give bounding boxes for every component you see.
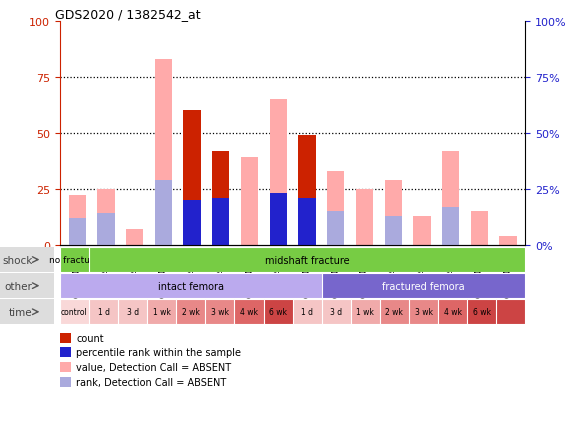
Bar <box>97 189 115 245</box>
Text: 6 wk: 6 wk <box>473 308 490 316</box>
FancyBboxPatch shape <box>60 273 321 299</box>
Bar <box>183 201 201 245</box>
Text: 1 wk: 1 wk <box>356 308 374 316</box>
Bar <box>183 111 201 245</box>
Text: intact femora: intact femora <box>158 281 224 291</box>
FancyBboxPatch shape <box>60 247 89 273</box>
FancyBboxPatch shape <box>321 299 351 325</box>
Bar <box>471 212 488 245</box>
Bar <box>59 348 71 358</box>
FancyBboxPatch shape <box>89 247 525 273</box>
Bar <box>299 136 316 245</box>
FancyBboxPatch shape <box>118 299 147 325</box>
Text: shock: shock <box>2 255 33 265</box>
Bar <box>155 181 172 245</box>
FancyBboxPatch shape <box>409 299 438 325</box>
Bar <box>270 100 287 245</box>
Bar <box>212 151 230 245</box>
Bar <box>270 196 287 245</box>
Bar <box>384 181 402 245</box>
FancyBboxPatch shape <box>60 299 89 325</box>
Text: 2 wk: 2 wk <box>182 308 200 316</box>
Bar <box>327 171 344 245</box>
Text: midshaft fracture: midshaft fracture <box>265 255 349 265</box>
Text: time: time <box>9 307 33 317</box>
FancyBboxPatch shape <box>0 273 54 299</box>
Text: 6 wk: 6 wk <box>269 308 287 316</box>
Text: control: control <box>61 308 88 316</box>
Text: GDS2020 / 1382542_at: GDS2020 / 1382542_at <box>55 7 201 20</box>
Bar <box>59 362 71 372</box>
Bar <box>270 194 287 245</box>
Bar <box>327 212 344 245</box>
Text: other: other <box>5 281 33 291</box>
Text: 3 d: 3 d <box>330 308 343 316</box>
FancyBboxPatch shape <box>0 247 54 273</box>
Bar <box>413 216 431 245</box>
FancyBboxPatch shape <box>0 299 54 325</box>
Text: 1 d: 1 d <box>301 308 313 316</box>
Bar <box>183 111 201 245</box>
FancyBboxPatch shape <box>235 299 264 325</box>
Bar <box>299 136 316 245</box>
Text: percentile rank within the sample: percentile rank within the sample <box>76 348 241 358</box>
Bar <box>212 198 230 245</box>
Bar <box>442 151 459 245</box>
Text: rank, Detection Call = ABSENT: rank, Detection Call = ABSENT <box>76 377 227 387</box>
Text: 4 wk: 4 wk <box>444 308 461 316</box>
FancyBboxPatch shape <box>292 299 321 325</box>
Bar <box>500 236 517 245</box>
Bar <box>212 151 230 245</box>
Bar <box>183 201 201 245</box>
Text: no fracture: no fracture <box>50 256 99 264</box>
Bar <box>59 333 71 343</box>
FancyBboxPatch shape <box>438 299 467 325</box>
Bar <box>241 158 258 245</box>
Bar <box>69 196 86 245</box>
FancyBboxPatch shape <box>206 299 235 325</box>
Bar <box>356 189 373 245</box>
FancyBboxPatch shape <box>321 273 525 299</box>
Bar <box>299 198 316 245</box>
Text: fractured femora: fractured femora <box>382 281 465 291</box>
Text: 4 wk: 4 wk <box>240 308 258 316</box>
FancyBboxPatch shape <box>89 299 118 325</box>
FancyBboxPatch shape <box>264 299 292 325</box>
Text: 2 wk: 2 wk <box>385 308 403 316</box>
Bar <box>126 230 143 245</box>
FancyBboxPatch shape <box>496 299 525 325</box>
Text: value, Detection Call = ABSENT: value, Detection Call = ABSENT <box>76 362 231 372</box>
Bar <box>442 207 459 245</box>
Text: 1 d: 1 d <box>98 308 110 316</box>
FancyBboxPatch shape <box>147 299 176 325</box>
Bar <box>155 60 172 245</box>
FancyBboxPatch shape <box>176 299 206 325</box>
Text: 1 wk: 1 wk <box>153 308 171 316</box>
FancyBboxPatch shape <box>380 299 409 325</box>
FancyBboxPatch shape <box>351 299 380 325</box>
Bar <box>69 218 86 245</box>
Bar <box>384 216 402 245</box>
FancyBboxPatch shape <box>467 299 496 325</box>
Text: 3 d: 3 d <box>127 308 139 316</box>
Text: 3 wk: 3 wk <box>211 308 229 316</box>
Bar <box>97 214 115 245</box>
Text: count: count <box>76 333 104 343</box>
Bar <box>212 203 230 245</box>
Text: 3 wk: 3 wk <box>415 308 432 316</box>
Bar <box>299 198 316 245</box>
Bar <box>59 377 71 387</box>
